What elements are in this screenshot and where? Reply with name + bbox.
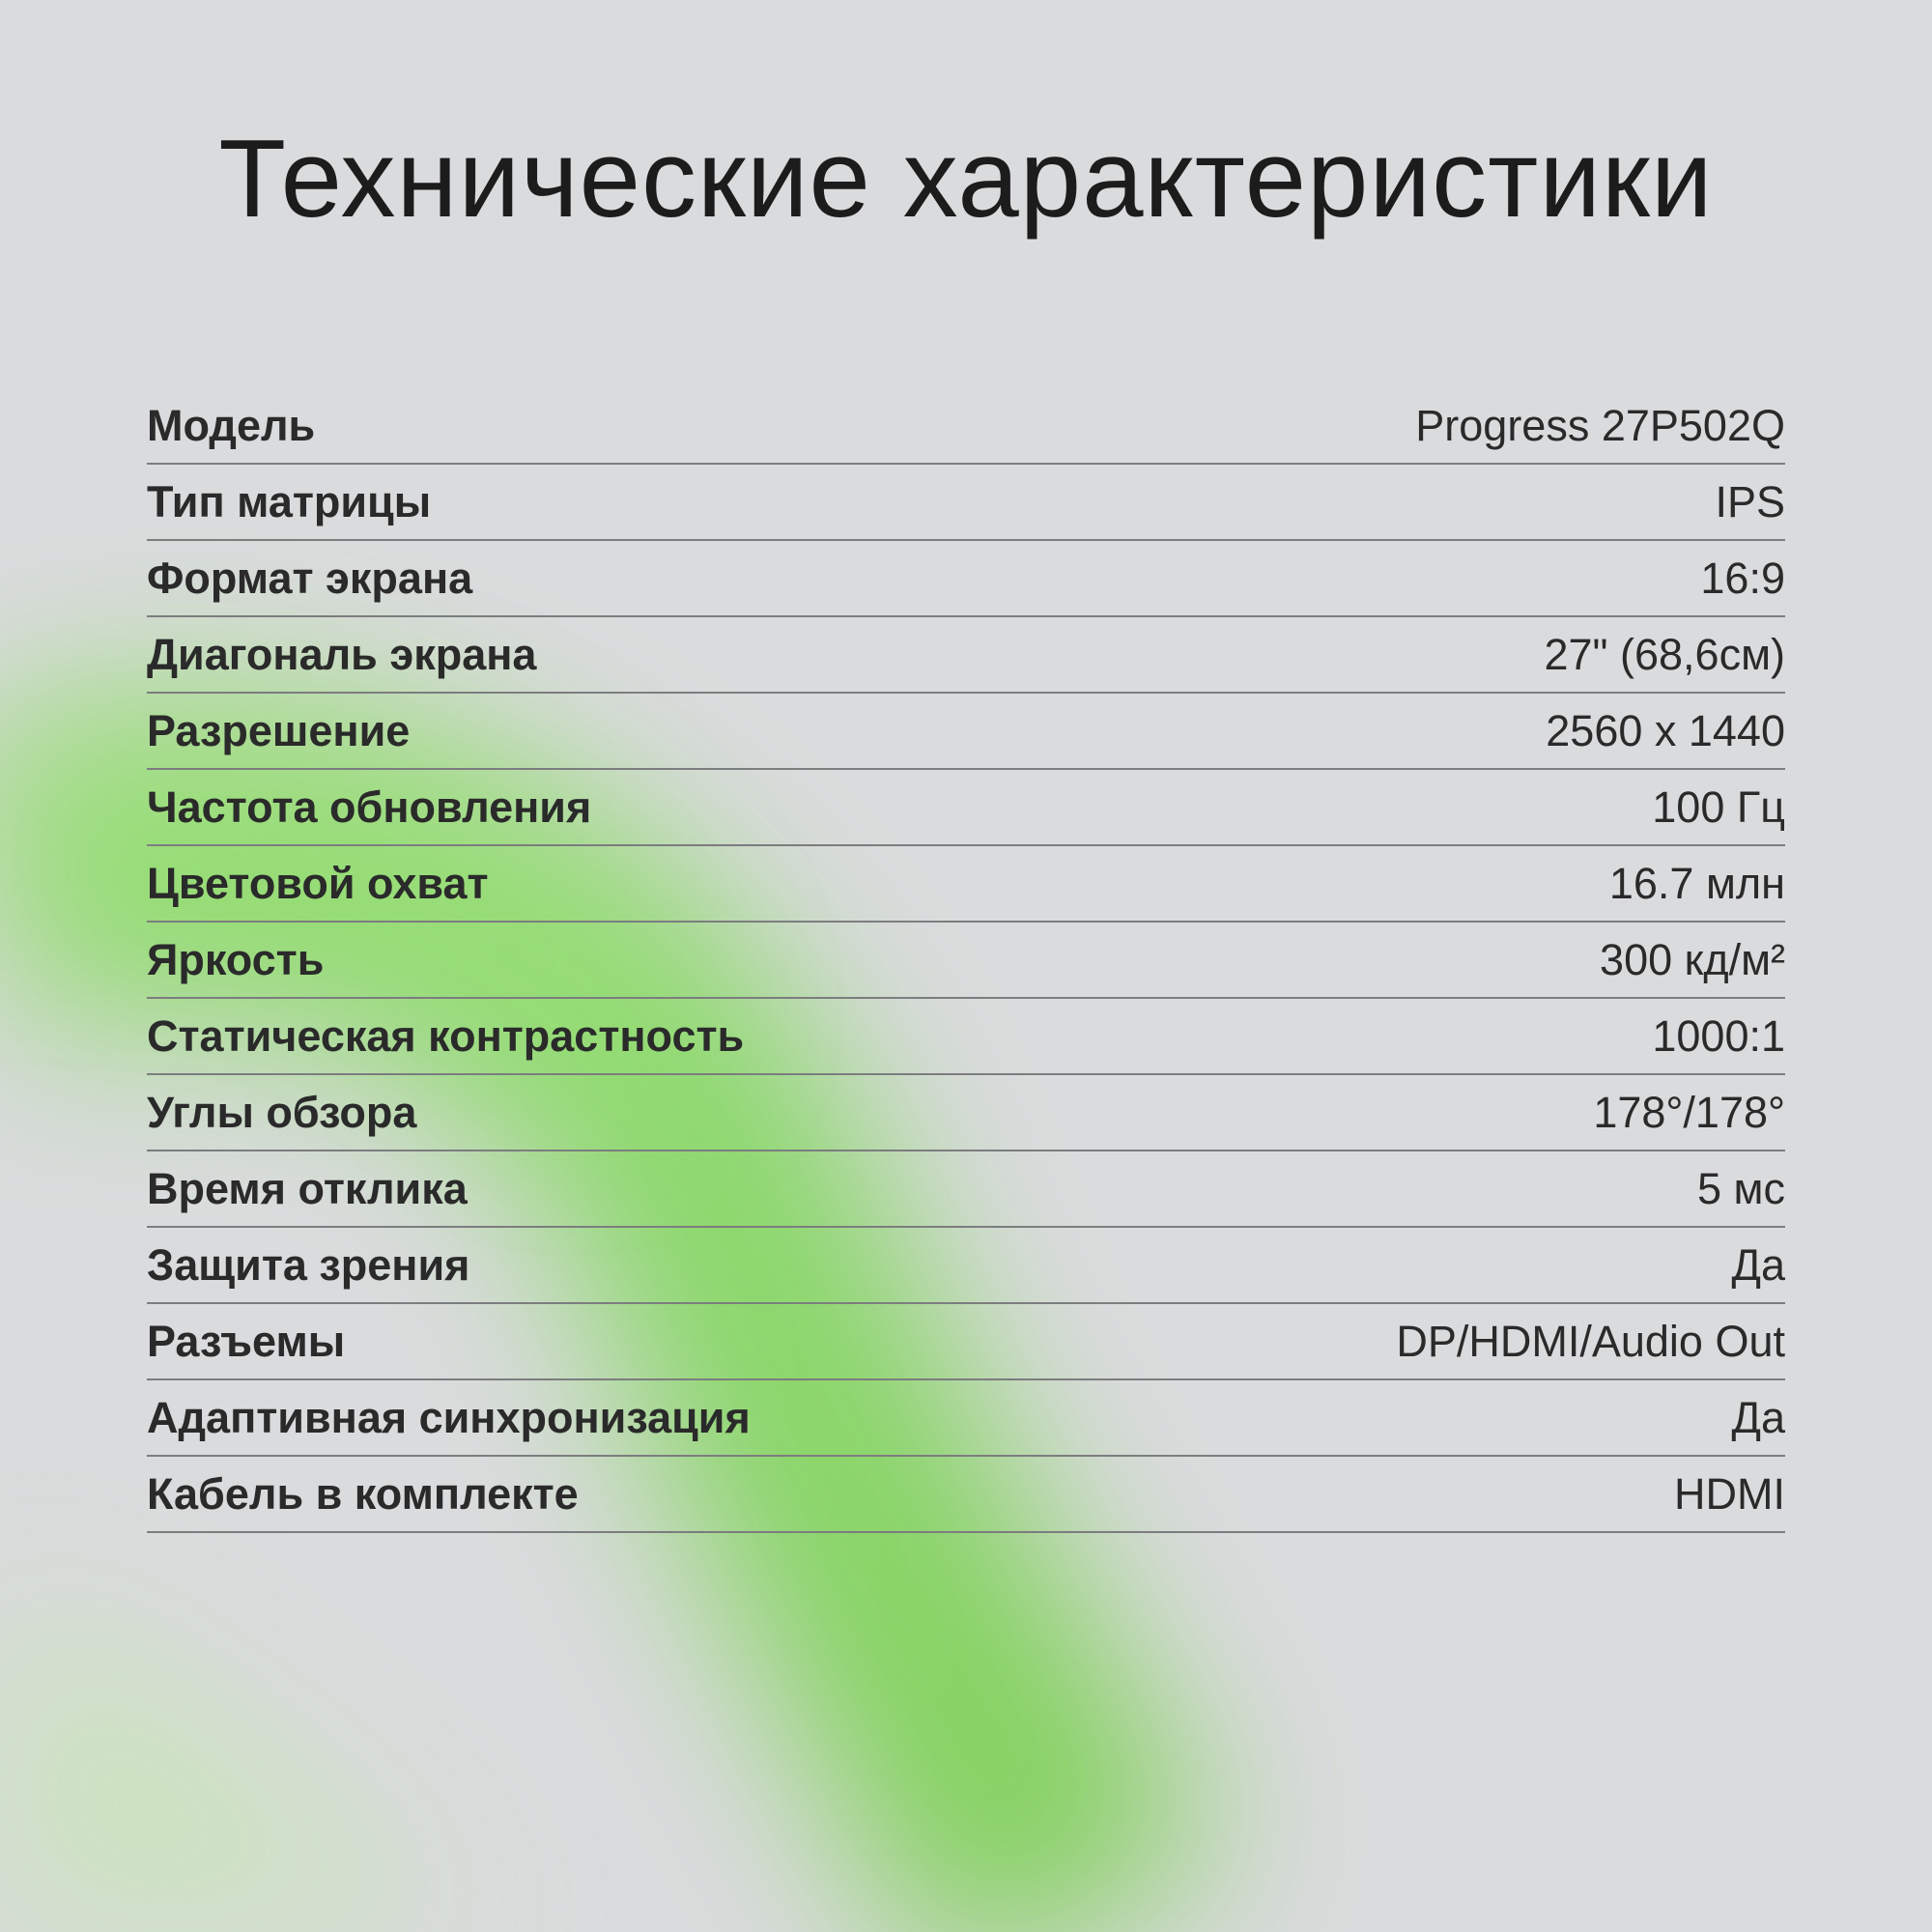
spec-value: 300 кд/м² [1600, 934, 1785, 984]
spec-label: Время отклика [147, 1163, 468, 1213]
spec-row: Защита зрения Да [147, 1228, 1785, 1304]
spec-label: Углы обзора [147, 1087, 417, 1137]
spec-row: Разрешение 2560 x 1440 [147, 694, 1785, 770]
spec-row: Частота обновления 100 Гц [147, 770, 1785, 846]
specs-table: Модель Progress 27P502Q Тип матрицы IPS Форм… [147, 388, 1785, 1533]
spec-value: IPS [1715, 476, 1785, 526]
spec-label: Частота обновления [147, 781, 592, 832]
spec-row: Диагональ экрана 27" (68,6см) [147, 617, 1785, 694]
spec-row: Формат экрана 16:9 [147, 541, 1785, 617]
spec-value: 2560 x 1440 [1546, 705, 1785, 755]
spec-value: 1000:1 [1652, 1010, 1785, 1061]
spec-label: Модель [147, 400, 316, 450]
spec-label: Тип матрицы [147, 476, 432, 526]
spec-value: Да [1731, 1392, 1785, 1442]
spec-row: Модель Progress 27P502Q [147, 388, 1785, 465]
spec-label: Диагональ экрана [147, 629, 537, 679]
spec-label: Цветовой охват [147, 858, 489, 908]
spec-row: Тип матрицы IPS [147, 465, 1785, 541]
spec-value: 178°/178° [1593, 1087, 1785, 1137]
spec-value: 16:9 [1700, 553, 1785, 603]
spec-row: Разъемы DP/HDMI/Audio Out [147, 1304, 1785, 1380]
spec-value: 27" (68,6см) [1544, 629, 1785, 679]
spec-value: 16.7 млн [1608, 858, 1785, 908]
spec-label: Защита зрения [147, 1239, 470, 1290]
spec-label: Статическая контрастность [147, 1010, 745, 1061]
spec-label: Разъемы [147, 1316, 346, 1366]
spec-row: Время отклика 5 мс [147, 1151, 1785, 1228]
spec-label: Разрешение [147, 705, 411, 755]
page-title: Технические характеристики [218, 118, 1714, 241]
spec-label: Адаптивная синхронизация [147, 1392, 751, 1442]
spec-value: 100 Гц [1652, 781, 1785, 832]
spec-label: Яркость [147, 934, 325, 984]
spec-label: Формат экрана [147, 553, 473, 603]
spec-row: Адаптивная синхронизация Да [147, 1380, 1785, 1457]
spec-value: DP/HDMI/Audio Out [1396, 1316, 1785, 1366]
spec-row: Кабель в комплекте HDMI [147, 1457, 1785, 1533]
spec-value: 5 мс [1697, 1163, 1785, 1213]
spec-row: Углы обзора 178°/178° [147, 1075, 1785, 1151]
spec-value: HDMI [1674, 1468, 1785, 1519]
spec-row: Цветовой охват 16.7 млн [147, 846, 1785, 923]
spec-value: Да [1731, 1239, 1785, 1290]
spec-row: Яркость 300 кд/м² [147, 923, 1785, 999]
spec-value: Progress 27P502Q [1415, 400, 1785, 450]
spec-row: Статическая контрастность 1000:1 [147, 999, 1785, 1075]
spec-label: Кабель в комплекте [147, 1468, 579, 1519]
